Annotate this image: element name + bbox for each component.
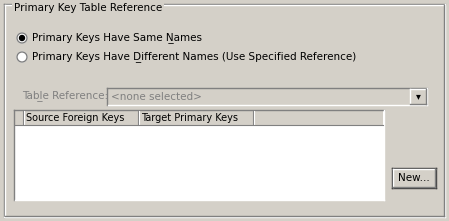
Text: Tabl̲e Reference:: Tabl̲e Reference:	[22, 91, 108, 101]
Text: New...: New...	[398, 173, 430, 183]
Text: Target Primary Keys: Target Primary Keys	[141, 113, 238, 123]
Text: Primary Keys Have Same N̲ames: Primary Keys Have Same N̲ames	[32, 32, 202, 44]
Text: <none selected>: <none selected>	[111, 91, 202, 101]
Bar	[14, 110, 384, 200]
Circle shape	[19, 36, 25, 40]
Bar	[392, 168, 436, 188]
Text: ▾: ▾	[416, 91, 420, 101]
Bar	[410, 89, 426, 104]
Circle shape	[17, 52, 27, 62]
Text: Source Foreign Keys: Source Foreign Keys	[26, 113, 124, 123]
Bar	[107, 88, 427, 105]
Text: Primary Keys Have D̲ifferent Names (Use Specified Reference): Primary Keys Have D̲ifferent Names (Use …	[32, 51, 356, 63]
Bar	[15, 111, 383, 125]
Text: Primary Key Table Reference: Primary Key Table Reference	[14, 3, 162, 13]
Circle shape	[17, 33, 27, 43]
